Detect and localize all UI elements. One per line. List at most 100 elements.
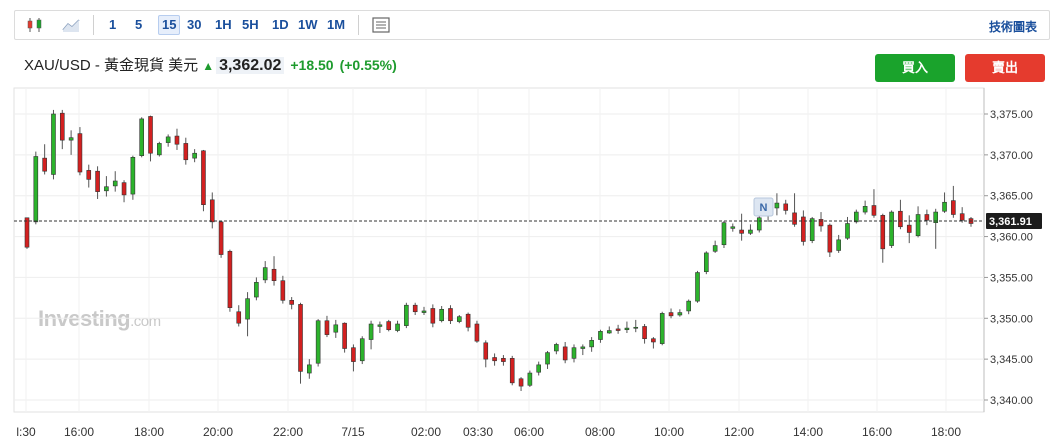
interval-5m[interactable]: 5 <box>135 17 143 32</box>
interval-1h[interactable]: 1H <box>215 17 232 32</box>
candle-body <box>686 300 691 312</box>
technical-chart-link[interactable]: 技術圖表 <box>988 20 1037 34</box>
y-tick-label: 3,350.00 <box>990 313 1033 325</box>
candle-body <box>298 304 303 372</box>
candle-body <box>492 357 497 362</box>
candle-body <box>271 268 277 281</box>
candle-body <box>615 328 621 331</box>
candle-body <box>562 346 568 361</box>
x-tick-label: l:30 <box>16 425 36 439</box>
candle-body <box>112 180 118 187</box>
candle-body <box>756 217 762 231</box>
candle-body <box>906 224 912 233</box>
candle-body <box>86 170 92 180</box>
candle-body <box>201 150 206 206</box>
candle-body <box>933 211 939 223</box>
price-change-percent: (+0.55%) <box>339 57 397 73</box>
instrument-quote: XAU/USD - 黃金現貨 美元 ▲ 3,362.02 +18.50 (+0.55%) <box>24 54 397 75</box>
candle-body <box>651 338 656 343</box>
candle-body <box>739 229 744 234</box>
candle-body <box>818 219 824 227</box>
candle-body <box>104 186 109 192</box>
toolbar-separator <box>358 15 359 35</box>
candle-body <box>33 156 39 223</box>
candle-body <box>792 212 797 225</box>
candle-body <box>430 308 436 324</box>
candle-body <box>862 206 868 213</box>
candle-body <box>59 112 65 141</box>
current-price-label: 3,361.91 <box>989 216 1032 228</box>
x-tick-label: 06:00 <box>514 425 544 439</box>
candle-body <box>315 320 321 364</box>
interval-1mo[interactable]: 1M <box>327 17 346 32</box>
x-tick-label: 14:00 <box>793 425 823 439</box>
data-table-icon[interactable] <box>371 16 391 34</box>
candle-body <box>148 116 153 154</box>
candle-body <box>642 326 647 340</box>
x-tick-label: 12:00 <box>724 425 754 439</box>
candle-body <box>836 239 841 251</box>
interval-30m[interactable]: 30 <box>187 17 202 32</box>
candle-body <box>721 222 727 246</box>
candle-body <box>280 280 286 301</box>
candle-body <box>951 200 956 215</box>
candle-body <box>439 308 444 322</box>
candle-body <box>633 326 639 329</box>
candle-body <box>942 201 947 212</box>
interval-1d[interactable]: 1D <box>272 17 289 32</box>
price-change: +18.50 <box>290 57 334 73</box>
candle-body <box>606 330 612 334</box>
candle-body <box>704 252 709 273</box>
x-tick-label: 03:30 <box>463 425 493 439</box>
candle-body <box>695 272 700 302</box>
candle-body <box>77 133 83 173</box>
candle-body <box>677 312 683 316</box>
candle-body <box>68 137 74 141</box>
x-tick-label: 10:00 <box>654 425 684 439</box>
y-tick-label: 3,340.00 <box>990 395 1033 407</box>
interval-1m[interactable]: 1 <box>109 17 117 32</box>
candle-body <box>412 304 418 313</box>
candle-body <box>483 342 489 360</box>
area-chart-icon[interactable] <box>61 16 81 34</box>
candle-body <box>871 205 877 216</box>
news-marker <box>753 197 774 217</box>
candle-body <box>774 202 780 209</box>
candle-body <box>598 331 603 340</box>
candle-body <box>527 372 533 386</box>
sell-button[interactable]: 賣出 <box>965 54 1045 82</box>
watermark-suffix: .com <box>130 313 161 330</box>
candle-body <box>395 323 400 331</box>
candle-body <box>898 210 903 228</box>
candlestick-chart-icon[interactable] <box>25 16 45 34</box>
candle-body <box>889 211 894 246</box>
y-tick-label: 3,375.00 <box>990 109 1033 121</box>
y-tick-label: 3,360.00 <box>990 232 1033 244</box>
candle-body <box>554 344 559 352</box>
candle-body <box>924 214 930 221</box>
news-marker-label: N <box>760 202 768 214</box>
candle-body <box>712 245 718 252</box>
candle-body <box>121 182 127 196</box>
interval-5h[interactable]: 5H <box>242 17 259 32</box>
toolbar-separator <box>93 15 94 35</box>
candle-body <box>668 312 674 317</box>
buy-button[interactable]: 買入 <box>875 54 955 82</box>
candle-body <box>448 308 453 322</box>
interval-1w[interactable]: 1W <box>298 17 318 32</box>
candle-body <box>236 311 242 324</box>
candle-body <box>324 320 330 335</box>
candle-body <box>377 324 383 327</box>
candle-body <box>183 143 189 161</box>
candle-body <box>307 364 312 374</box>
instrument-name: XAU/USD - 黃金現貨 美元 <box>24 57 199 74</box>
up-arrow-icon: ▲ <box>202 59 215 73</box>
y-tick-label: 3,345.00 <box>990 354 1033 366</box>
x-tick-label: 16:00 <box>862 425 892 439</box>
candle-body <box>130 157 136 195</box>
candle-body <box>880 215 886 250</box>
y-tick-label: 3,365.00 <box>990 191 1033 203</box>
interval-15m[interactable]: 15 <box>158 15 181 35</box>
x-tick-label: 08:00 <box>585 425 615 439</box>
